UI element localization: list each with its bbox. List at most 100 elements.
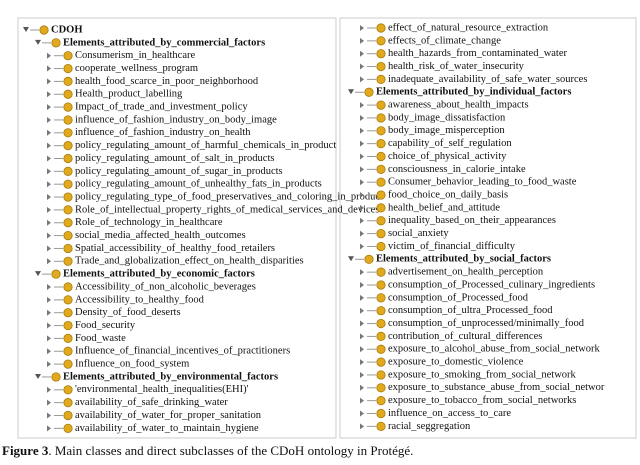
expand-arrow	[360, 179, 364, 186]
expand-arrow	[47, 65, 51, 72]
expand-arrow	[360, 333, 364, 340]
expand-arrow	[360, 282, 364, 288]
subclass-label: Influence_on_food_system	[75, 359, 189, 370]
subclass-label: Health_product_labelling	[75, 89, 183, 100]
subclass-label: exposure_to_tobacco_from_social_networks	[388, 395, 576, 406]
subclass-label: Consumerism_in_healthcare	[75, 50, 195, 61]
class-icon	[63, 423, 73, 433]
subclass-label: social_anxiety	[388, 228, 449, 239]
expand-arrow	[47, 412, 51, 419]
expand-arrow	[360, 114, 364, 121]
subclass-label: contribution_of_cultural_differences	[388, 331, 542, 342]
expand-arrow	[47, 181, 51, 188]
expand-arrow	[47, 309, 51, 316]
expand-arrow	[47, 258, 51, 265]
subclass-label: Role_of_technology_in_healthcare	[75, 217, 223, 228]
class-icon	[63, 256, 73, 266]
class-icon	[63, 398, 73, 408]
class-icon	[376, 49, 386, 59]
class-icon	[63, 128, 73, 138]
subclass-label: Impact_of_trade_and_investment_policy	[75, 102, 248, 113]
class-icon	[63, 346, 73, 356]
expand-arrow	[360, 423, 364, 430]
class-icon	[63, 231, 73, 241]
subclass-label: Food_waste	[75, 333, 126, 344]
class-icon	[376, 280, 386, 290]
class-icon	[376, 216, 386, 226]
expand-arrow	[360, 359, 364, 366]
subclass-label: exposure_to_alcohol_abuse_from_social_ne…	[388, 344, 600, 355]
class-icon	[63, 410, 73, 421]
subclass-label: health_food_scarce_in_poor_neighborhood	[75, 76, 259, 87]
subclass-label: Spatial_accessibility_of_healthy_food_re…	[75, 243, 275, 254]
subclass-label: policy_regulating_amount_of_salt_in_prod…	[75, 153, 274, 164]
left-panel	[17, 17, 337, 439]
expand-arrow	[47, 194, 51, 201]
class-icon	[63, 385, 73, 395]
subclass-label: consumption_of_ultra_Processed_food	[388, 305, 553, 316]
class-icon	[63, 308, 73, 318]
expand-arrow	[360, 25, 364, 31]
class-icon	[376, 370, 386, 380]
expand-arrow	[47, 78, 51, 85]
class-icon	[376, 293, 386, 303]
subclass-label: influence_of_fashion_industry_on_health	[75, 127, 251, 138]
expand-arrow	[360, 230, 364, 237]
expand-arrow	[47, 91, 51, 98]
caption-text: . Main classes and direct subclasses of …	[48, 443, 413, 458]
class-icon	[63, 359, 73, 369]
expand-arrow	[348, 89, 354, 95]
subclass-label: effects_of_climate_change	[388, 35, 501, 46]
subclass-label: 'environmental_health_inequalities(EHI)'	[75, 384, 249, 395]
subclass-label: consumption_of_Processed_food	[388, 292, 529, 303]
expand-arrow	[360, 384, 364, 391]
subclass-label: health_risk_of_water_insecurity	[388, 61, 525, 72]
class-icon	[51, 38, 61, 48]
expand-arrow	[360, 76, 364, 83]
class-icon	[376, 61, 386, 72]
class-icon	[376, 23, 386, 33]
expand-arrow	[360, 140, 364, 147]
subclass-label: consumption_of_unprocessed/minimally_foo…	[388, 318, 585, 329]
class-icon	[39, 25, 49, 35]
expand-arrow	[47, 155, 51, 162]
class-icon	[63, 102, 73, 112]
class-icon	[63, 243, 73, 254]
subclass-label: body_image_dissatisfaction	[388, 112, 506, 123]
expand-arrow	[360, 102, 364, 109]
subclass-label: availability_of_water_to_maintain_hygien…	[75, 423, 259, 434]
right-panel	[339, 17, 637, 439]
caption: Figure 3. Main classes and direct subcla…	[2, 443, 413, 458]
subclass-label: health_hazards_from_contaminated_water	[388, 48, 568, 59]
class-icon	[63, 115, 73, 125]
expand-arrow	[348, 256, 354, 262]
subclass-label: health_belief_and_attitude	[388, 202, 500, 213]
expand-arrow	[360, 204, 364, 211]
expand-arrow	[47, 348, 51, 355]
class-icon	[376, 100, 386, 110]
subclass-label: availability_of_water_for_proper_sanitat…	[75, 410, 262, 421]
expand-arrow	[360, 243, 364, 250]
class-icon	[63, 153, 73, 164]
expand-arrow	[360, 397, 364, 404]
class-icon	[376, 190, 386, 200]
class-icon	[376, 344, 386, 354]
subclass-label: policy_regulating_amount_of_sugar_in_pro…	[75, 166, 283, 177]
expand-arrow	[360, 50, 364, 57]
class-icon	[63, 166, 73, 176]
expand-arrow	[360, 410, 364, 417]
class-icon	[376, 408, 386, 419]
subclass-label: policy_regulating_amount_of_unhealthy_fa…	[75, 179, 322, 190]
subclass-label: inequality_based_on_their_appearances	[388, 215, 556, 226]
class-icon	[376, 36, 386, 46]
class-icon	[63, 282, 73, 292]
class-icon	[63, 89, 73, 99]
class-icon	[376, 113, 386, 123]
subclass-label: effect_of_natural_resource_extraction	[388, 22, 549, 33]
class-icon	[376, 357, 386, 367]
expand-arrow	[47, 335, 51, 342]
expand-arrow	[360, 269, 364, 276]
class-label: Elements_attributed_by_environmental_fac…	[63, 371, 278, 382]
class-icon	[376, 396, 386, 406]
expand-arrow	[360, 166, 364, 173]
